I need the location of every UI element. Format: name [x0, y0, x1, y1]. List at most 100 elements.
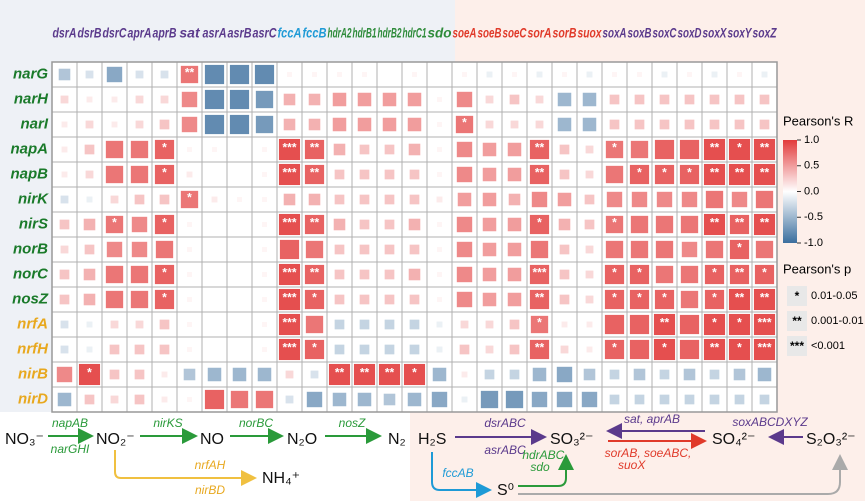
cell-value	[362, 72, 367, 77]
cell-value	[262, 272, 267, 277]
cell-value	[254, 64, 275, 85]
cell-value	[457, 192, 472, 207]
cell-value	[408, 143, 421, 156]
cell-value	[612, 72, 617, 77]
cell-value	[482, 267, 497, 282]
cell-value	[462, 72, 467, 77]
cell-value	[230, 390, 249, 409]
cell-value	[310, 370, 319, 379]
p-legend-label: 0.001-0.01	[811, 315, 864, 327]
p-legend-box	[787, 286, 807, 306]
cell-value	[482, 167, 497, 182]
cell-value	[134, 344, 145, 355]
arrow	[431, 452, 492, 498]
cell-value	[586, 321, 593, 328]
significance: *	[87, 366, 92, 380]
cell-value	[705, 190, 724, 209]
cell-value	[308, 93, 321, 106]
cell-value	[480, 390, 499, 409]
cell-value	[306, 391, 323, 408]
cell-value	[705, 240, 724, 259]
significance: **	[535, 166, 545, 180]
cell-value	[679, 314, 700, 335]
column-label: hdrA2	[328, 25, 352, 41]
cell-value	[512, 72, 517, 77]
significance: **	[760, 141, 770, 155]
enzyme-label: hdrABC,	[522, 448, 567, 462]
cell-value	[334, 194, 345, 205]
cell-value	[384, 219, 395, 230]
cell-value	[159, 319, 170, 330]
cell-value	[83, 218, 96, 231]
cell-value	[308, 193, 321, 206]
cell-value	[180, 65, 199, 84]
cell-value	[304, 289, 325, 310]
cell-value	[507, 242, 522, 257]
cell-value	[703, 338, 726, 361]
cell-value	[61, 146, 68, 153]
cell-value	[584, 219, 595, 230]
node: N₂	[388, 431, 406, 448]
cell-value	[409, 294, 420, 305]
cell-value	[734, 394, 745, 405]
cell-value	[278, 288, 301, 311]
cell-value	[237, 222, 242, 227]
cell-value	[759, 119, 770, 130]
cell-value	[407, 92, 422, 107]
cell-value	[633, 368, 646, 381]
cell-value	[729, 239, 750, 260]
significance: **	[710, 341, 720, 355]
cell-value	[387, 72, 392, 77]
cell-value	[437, 72, 442, 77]
cell-value	[160, 70, 169, 79]
column-label: soxD	[678, 25, 702, 41]
cell-value	[634, 119, 645, 130]
cell-value	[585, 170, 594, 179]
cell-value	[437, 272, 442, 277]
cell-value	[86, 96, 93, 103]
cell-value	[159, 119, 170, 130]
cell-value	[711, 71, 718, 78]
cell-value	[159, 194, 170, 205]
cell-value	[134, 369, 145, 380]
cell-value	[232, 367, 247, 382]
cell-value	[180, 190, 199, 209]
significance: **	[710, 216, 720, 230]
cell-value	[357, 92, 372, 107]
cell-value	[586, 346, 593, 353]
cell-value	[131, 216, 148, 233]
cell-value	[661, 71, 668, 78]
significance: *	[662, 341, 667, 355]
column-label: fccB	[303, 25, 327, 41]
cell-value	[212, 322, 217, 327]
column-label: soxB	[628, 25, 652, 41]
cell-value	[130, 165, 149, 184]
cell-value	[535, 95, 544, 104]
cell-value	[582, 117, 597, 132]
cell-value	[409, 194, 420, 205]
cell-value	[485, 345, 494, 354]
cell-value	[728, 163, 751, 186]
cell-value	[653, 338, 676, 361]
cell-value	[328, 363, 351, 386]
significance: *	[462, 116, 467, 130]
cell-value	[105, 215, 124, 234]
significance: *	[537, 316, 542, 330]
cell-value	[684, 94, 695, 105]
cell-value	[561, 321, 568, 328]
cell-value	[154, 264, 175, 285]
cell-value	[681, 241, 698, 258]
cell-value	[130, 140, 149, 159]
cell-value	[60, 345, 69, 354]
cell-value	[279, 239, 300, 260]
node: NH₄⁺	[262, 470, 300, 487]
cell-value	[485, 120, 494, 129]
cell-value	[609, 369, 620, 380]
colorbar-tick-label: -0.5	[804, 211, 823, 223]
row-label: narH	[14, 90, 49, 107]
significance: **	[310, 216, 320, 230]
column-label: aprB	[153, 25, 177, 41]
cell-value	[130, 290, 149, 309]
cell-value	[728, 338, 751, 361]
